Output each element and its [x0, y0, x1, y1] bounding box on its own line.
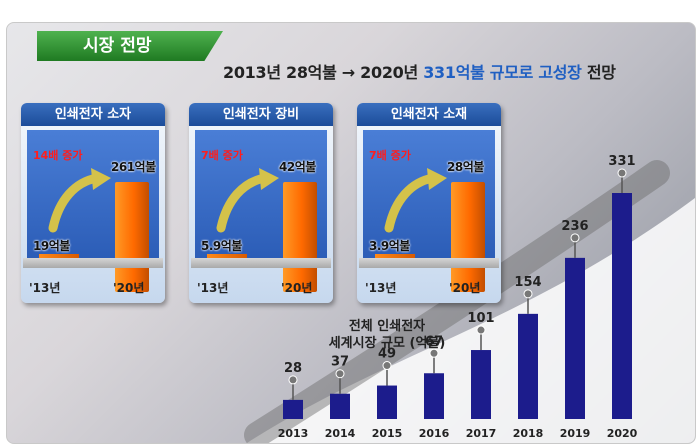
value-2020: 42억불: [279, 160, 316, 174]
bar-2020: [283, 182, 317, 292]
main-chart-title-line2: 세계시장 규모 (억불): [328, 336, 446, 351]
bar-2015: [377, 385, 397, 419]
headline-highlight: 331억불 규모로 고성장: [423, 63, 582, 82]
panel-plot: 14배 증가 19억불 261억불: [27, 130, 159, 292]
panel-floor: [23, 258, 163, 268]
x-label-end: '20년: [449, 281, 481, 295]
x-tick-label: 2018: [513, 427, 544, 440]
panel-equipment: 인쇄전자 장비 7배 증가 5.9억불 42억불 '13년 '20년: [189, 103, 333, 303]
panel-title: 인쇄전자 소자: [21, 103, 165, 126]
value-2013: 19억불: [33, 239, 70, 253]
data-label: 49: [378, 347, 396, 362]
data-point: [382, 361, 392, 371]
bar-2020: [451, 182, 485, 292]
headline-part1: 2013년 28억불 → 2020년: [223, 63, 424, 82]
panel-title: 인쇄전자 소재: [357, 103, 501, 126]
bar-2016: [424, 373, 444, 419]
main-bar-chart: 28 2013 37 2014 49 2015 67 2016 101 2017 154 2018 23…: [278, 154, 638, 440]
value-2020: 28억불: [447, 160, 484, 174]
data-point: [335, 369, 345, 379]
data-label: 331: [608, 154, 635, 169]
x-tick-label: 2017: [466, 427, 497, 440]
data-point: [429, 348, 439, 358]
bar-2013: [375, 254, 415, 260]
x-label-start: '13년: [365, 281, 397, 295]
growth-arrow-icon: [48, 168, 111, 233]
panel-plot: 7배 증가 3.9억불 28억불: [363, 130, 495, 292]
x-tick-label: 2016: [419, 427, 450, 440]
growth-arrow-icon: [384, 168, 447, 233]
data-point: [617, 168, 627, 178]
value-2020: 261억불: [111, 160, 156, 174]
bar-2020: [115, 182, 149, 292]
data-point: [523, 289, 533, 299]
data-label: 28: [284, 361, 302, 376]
main-chart-title: 전체 인쇄전자 세계시장 규모 (억불): [297, 318, 477, 352]
x-label-end: '20년: [281, 281, 313, 295]
bar-2013: [283, 399, 303, 419]
chart-frame: 시장 전망 2013년 28억불 → 2020년 331억불 규모로 고성장 전…: [6, 22, 696, 444]
bar-2014: [330, 393, 350, 419]
data-point: [476, 325, 486, 335]
data-label: 67: [425, 334, 443, 349]
growth-label: 7배 증가: [201, 149, 243, 162]
x-label-start: '13년: [197, 281, 229, 295]
data-label: 236: [561, 219, 588, 234]
data-label: 101: [467, 311, 494, 326]
section-badge: 시장 전망: [37, 31, 223, 61]
panel-floor: [359, 258, 499, 268]
data-point: [288, 375, 298, 385]
bar-2017: [471, 350, 491, 419]
bar-2013: [207, 254, 247, 260]
x-tick-label: 2020: [607, 427, 638, 440]
data-label: 37: [331, 355, 349, 370]
x-tick-label: 2019: [560, 427, 591, 440]
panel-devices: 인쇄전자 소자 14배 증가 19억불 261억불 '13년 '20년: [21, 103, 165, 303]
growth-label: 7배 증가: [369, 149, 411, 162]
x-tick-label: 2013: [278, 427, 309, 440]
data-point: [570, 233, 580, 243]
bar-2019: [565, 257, 585, 419]
panel-plot: 7배 증가 5.9억불 42억불: [195, 130, 327, 292]
main-chart-title-line1: 전체 인쇄전자: [348, 319, 426, 334]
growth-label: 14배 증가: [33, 149, 83, 162]
value-2013: 5.9억불: [201, 239, 242, 253]
x-tick-label: 2014: [325, 427, 356, 440]
bar-2020: [612, 193, 632, 419]
headline-part2: 전망: [581, 63, 616, 82]
data-label: 154: [514, 275, 541, 290]
value-2013: 3.9억불: [369, 239, 410, 253]
bar-2013: [39, 254, 79, 260]
growth-arrow-icon: [216, 168, 279, 233]
panel-materials: 인쇄전자 소재 7배 증가 3.9억불 28억불 '13년 '20년: [357, 103, 501, 303]
x-tick-label: 2015: [372, 427, 403, 440]
headline: 2013년 28억불 → 2020년 331억불 규모로 고성장 전망: [223, 59, 616, 83]
panel-floor: [191, 258, 331, 268]
x-label-start: '13년: [29, 281, 61, 295]
bar-2018: [518, 313, 538, 419]
panel-title: 인쇄전자 장비: [189, 103, 333, 126]
x-label-end: '20년: [113, 281, 145, 295]
